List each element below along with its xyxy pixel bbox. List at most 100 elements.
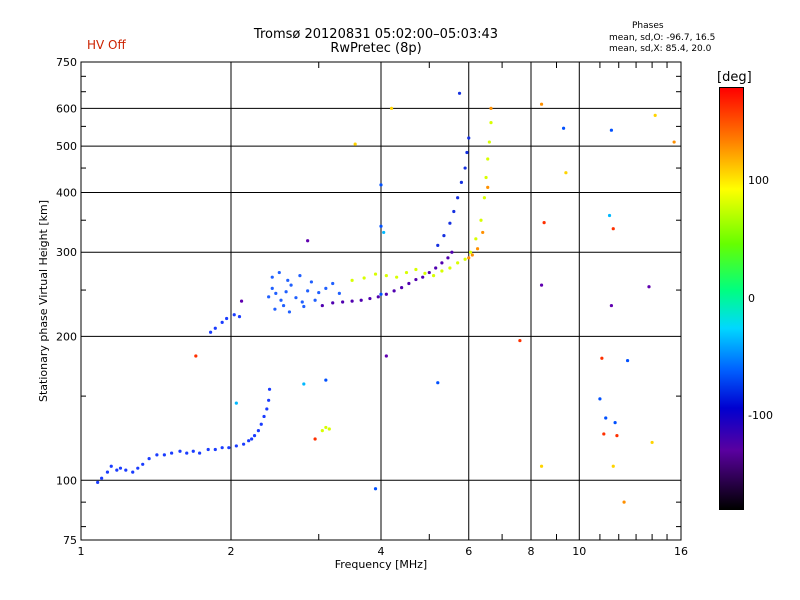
echo-point bbox=[213, 326, 217, 330]
echo-point bbox=[198, 451, 202, 455]
echo-point bbox=[281, 303, 286, 308]
echo-point bbox=[306, 239, 310, 243]
echo-point bbox=[331, 281, 335, 286]
echo-point bbox=[331, 301, 335, 305]
x-tick-label: 10 bbox=[572, 545, 586, 558]
echo-point bbox=[414, 277, 418, 282]
hv-status-label: HV Off bbox=[87, 38, 126, 52]
echo-point bbox=[436, 381, 440, 385]
echo-point bbox=[274, 291, 278, 296]
echo-point bbox=[118, 466, 123, 470]
echo-point bbox=[392, 289, 396, 293]
colorbar-tick-label: 0 bbox=[748, 291, 755, 305]
y-tick-label: 400 bbox=[56, 186, 77, 199]
echo-point bbox=[600, 356, 604, 360]
echo-point bbox=[609, 303, 614, 308]
echo-point bbox=[463, 166, 467, 170]
echo-point bbox=[320, 429, 324, 433]
echo-point bbox=[206, 447, 210, 452]
echo-point bbox=[400, 285, 404, 290]
phases-o-stats: mean, sd,O: -96.7, 16.5 bbox=[609, 33, 716, 43]
x-tick-label: 2 bbox=[228, 545, 235, 558]
echo-point bbox=[309, 280, 314, 284]
echo-point bbox=[539, 464, 544, 468]
echo-point bbox=[368, 296, 372, 301]
echo-point bbox=[270, 286, 274, 291]
echo-point bbox=[124, 468, 128, 472]
echo-point bbox=[539, 283, 544, 287]
echo-point bbox=[457, 91, 462, 95]
echo-point bbox=[306, 289, 310, 293]
echo-point bbox=[256, 429, 261, 433]
echo-point bbox=[384, 274, 388, 278]
echo-point bbox=[313, 437, 317, 441]
echo-point bbox=[448, 221, 452, 225]
echo-point bbox=[470, 253, 474, 257]
echo-point bbox=[287, 310, 292, 314]
echo-point bbox=[486, 157, 490, 161]
echo-point bbox=[389, 106, 394, 110]
echo-point bbox=[404, 270, 409, 275]
chart-title: Tromsø 20120831 05:02:00–05:03:43 bbox=[253, 27, 499, 42]
echo-point bbox=[440, 269, 444, 273]
echo-point bbox=[302, 382, 306, 386]
echo-point bbox=[194, 354, 198, 358]
echo-point bbox=[421, 275, 425, 279]
echo-point bbox=[337, 291, 341, 296]
echo-point bbox=[220, 446, 224, 450]
x-tick-label: 4 bbox=[378, 545, 385, 558]
phase-colorbar bbox=[719, 87, 744, 510]
echo-point bbox=[350, 299, 354, 303]
echo-point bbox=[604, 416, 608, 420]
echo-point bbox=[136, 466, 140, 470]
echo-point bbox=[262, 414, 266, 419]
echo-point bbox=[482, 196, 486, 200]
echo-point bbox=[270, 275, 274, 279]
echo-point bbox=[379, 292, 383, 296]
echo-point bbox=[147, 457, 151, 461]
x-axis-label: Frequency [MHz] bbox=[335, 558, 427, 571]
echo-point bbox=[239, 299, 244, 303]
echo-point bbox=[267, 398, 271, 402]
echo-point bbox=[431, 274, 436, 278]
echo-point bbox=[486, 185, 490, 189]
echo-point bbox=[324, 425, 328, 430]
echo-point bbox=[185, 451, 189, 455]
echo-point bbox=[467, 136, 471, 140]
echo-point bbox=[225, 316, 229, 321]
echo-point bbox=[539, 102, 544, 106]
echo-point bbox=[379, 183, 383, 187]
echo-point bbox=[324, 378, 328, 382]
echo-point bbox=[242, 442, 246, 446]
echo-point bbox=[484, 175, 488, 180]
echo-point bbox=[463, 257, 467, 261]
echo-point bbox=[436, 243, 440, 248]
echo-point bbox=[456, 261, 460, 265]
echo-point bbox=[650, 440, 654, 445]
echo-point bbox=[141, 462, 145, 466]
echo-point bbox=[313, 298, 317, 302]
echo-point bbox=[414, 267, 418, 272]
echo-point bbox=[456, 196, 460, 200]
echo-point bbox=[353, 142, 357, 146]
echo-point bbox=[178, 449, 182, 453]
echo-point bbox=[324, 286, 328, 291]
echo-point bbox=[542, 221, 546, 225]
x-tick-labels: 1 2 4 6 8 10 16 bbox=[78, 545, 689, 558]
echo-point bbox=[611, 464, 615, 468]
echo-point bbox=[395, 275, 399, 279]
echo-point bbox=[362, 276, 366, 280]
echo-point bbox=[265, 407, 269, 411]
echo-point bbox=[561, 126, 566, 130]
echo-point bbox=[475, 247, 480, 251]
echo-point bbox=[427, 270, 431, 275]
echo-point bbox=[446, 256, 450, 260]
echo-point bbox=[341, 300, 345, 304]
echo-point bbox=[252, 434, 257, 438]
phases-x-stats: mean, sd,X: 85.4, 20.0 bbox=[609, 44, 712, 54]
echo-point bbox=[489, 121, 493, 125]
echo-point bbox=[286, 278, 290, 282]
echo-point bbox=[267, 387, 272, 391]
echo-point bbox=[384, 292, 388, 296]
echo-point bbox=[384, 354, 388, 358]
